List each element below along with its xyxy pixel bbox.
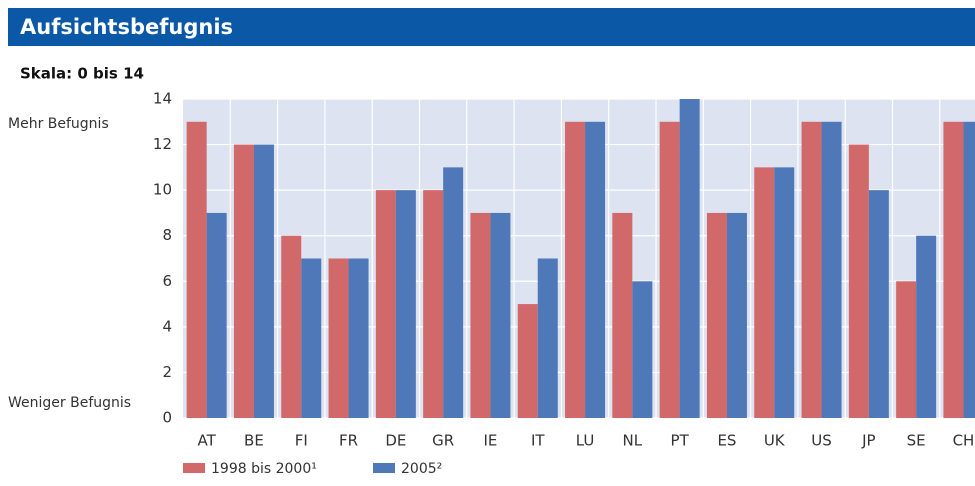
- y-bottom-label: Weniger Befugnis: [8, 395, 131, 411]
- x-tick-label: FI: [295, 432, 308, 450]
- x-tick-label: IT: [531, 432, 545, 450]
- bar: [395, 190, 416, 418]
- bar: [848, 144, 869, 419]
- x-tick-label: SE: [907, 432, 926, 450]
- legend-label: 2005²: [401, 461, 442, 477]
- y-tick-label: 10: [153, 181, 172, 199]
- y-tick-label: 14: [153, 90, 172, 108]
- x-tick-label: DE: [385, 432, 406, 450]
- x-tick-label: AT: [198, 432, 217, 450]
- bar: [328, 258, 349, 418]
- legend-swatch: [373, 463, 395, 473]
- bar: [348, 258, 369, 418]
- bar: [726, 212, 747, 418]
- bar: [632, 281, 653, 418]
- y-tick-label: 4: [162, 317, 172, 335]
- x-tick-label: NL: [623, 432, 643, 450]
- x-tick-label: PT: [671, 432, 690, 450]
- bar: [490, 212, 511, 418]
- bar: [821, 121, 842, 419]
- y-tick-label: 2: [162, 363, 172, 381]
- x-tick-label: ES: [717, 432, 736, 450]
- bar: [916, 235, 937, 418]
- bar: [943, 121, 964, 419]
- bar: [443, 167, 464, 418]
- bar: [423, 190, 444, 418]
- y-tick-label: 6: [162, 272, 172, 290]
- bar: [963, 121, 975, 419]
- bar: [206, 212, 227, 418]
- bar: [470, 212, 491, 418]
- y-top-label: Mehr Befugnis: [8, 116, 109, 132]
- bar: [375, 190, 396, 418]
- header-bar: [8, 8, 975, 46]
- bar: [253, 144, 274, 419]
- bar: [281, 235, 302, 418]
- chart-title: Aufsichtsbefugnis: [20, 15, 233, 39]
- bar: [868, 190, 889, 418]
- x-tick-label: JP: [861, 432, 875, 450]
- bar: [233, 144, 254, 419]
- bar: [706, 212, 727, 418]
- y-tick-label: 8: [162, 226, 172, 244]
- legend-label: 1998 bis 2000¹: [211, 461, 317, 477]
- y-tick-label: 12: [153, 135, 172, 153]
- y-tick-label: 0: [162, 409, 172, 427]
- bar: [612, 212, 633, 418]
- x-tick-label: BE: [244, 432, 264, 450]
- chart-subtitle: Skala: 0 bis 14: [20, 65, 144, 83]
- bar: [754, 167, 775, 418]
- bar: [801, 121, 822, 419]
- bar: [186, 121, 207, 419]
- x-tick-label: LU: [576, 432, 595, 450]
- bar: [537, 258, 558, 418]
- legend-swatch: [183, 463, 205, 473]
- x-tick-label: UK: [764, 432, 786, 450]
- x-tick-label: IE: [483, 432, 497, 450]
- bar: [679, 99, 700, 418]
- bar: [774, 167, 795, 418]
- bar: [585, 121, 606, 419]
- bar: [565, 121, 586, 419]
- bar: [896, 281, 917, 418]
- bar: [517, 304, 538, 418]
- bar: [659, 121, 680, 419]
- x-tick-label: GR: [432, 432, 454, 450]
- x-tick-label: FR: [339, 432, 358, 450]
- bar: [301, 258, 322, 418]
- x-tick-label: US: [811, 432, 832, 450]
- x-tick-label: CH: [953, 432, 975, 450]
